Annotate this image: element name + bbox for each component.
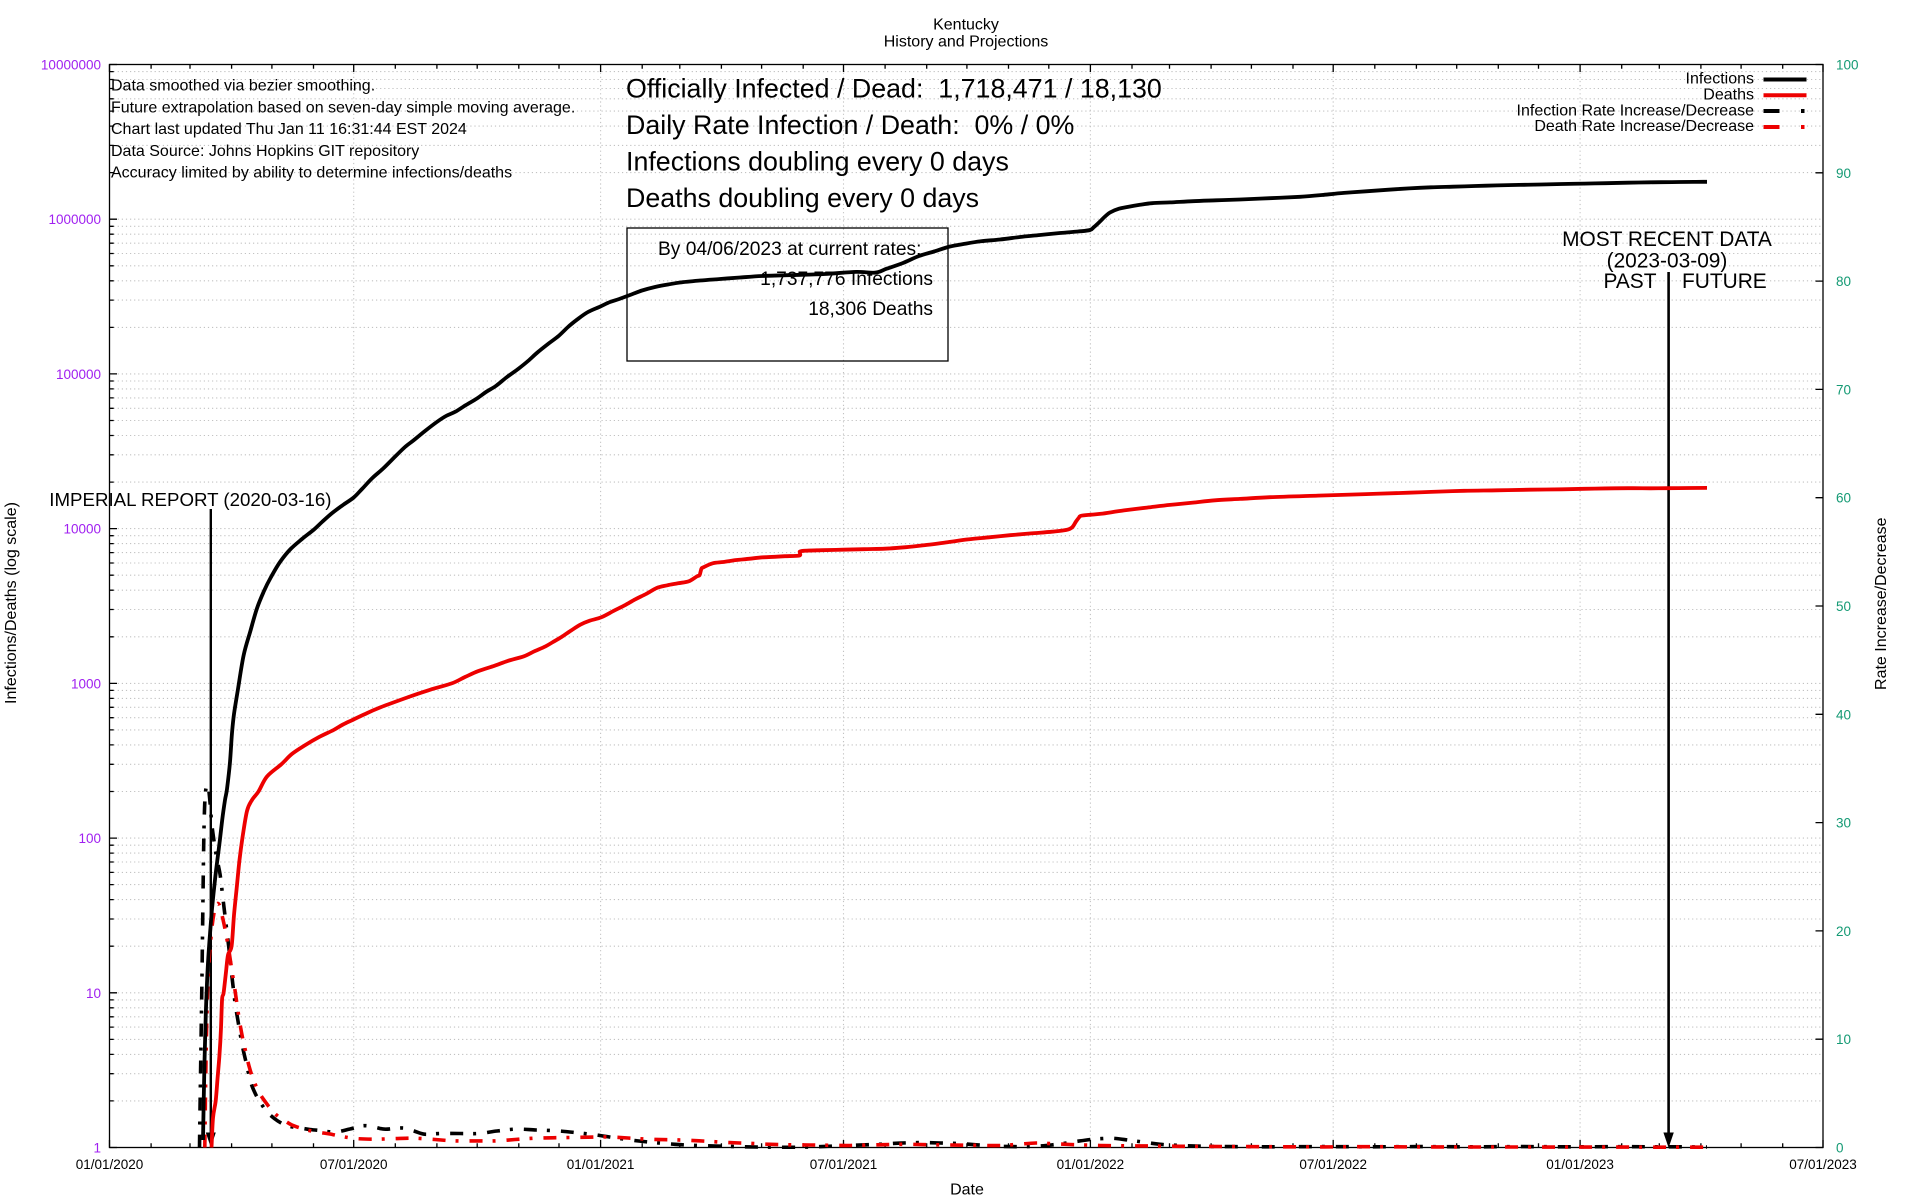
- svg-text:100: 100: [78, 831, 101, 846]
- svg-text:Date: Date: [950, 1182, 984, 1199]
- svg-text:History and Projections: History and Projections: [884, 34, 1049, 51]
- svg-text:Officially Infected / Dead: 1: Officially Infected / Dead: 1,718,471 / …: [626, 74, 1162, 104]
- svg-text:07/01/2022: 07/01/2022: [1299, 1157, 1367, 1172]
- svg-text:80: 80: [1836, 274, 1851, 289]
- svg-text:FUTURE: FUTURE: [1682, 270, 1767, 293]
- svg-text:10000: 10000: [63, 522, 101, 537]
- svg-text:Accuracy limited by ability to: Accuracy limited by ability to determine…: [111, 165, 512, 182]
- svg-text:0: 0: [1836, 1141, 1844, 1156]
- svg-text:MOST RECENT DATA: MOST RECENT DATA: [1562, 228, 1772, 251]
- svg-text:Infections doubling every 0 da: Infections doubling every 0 days: [626, 146, 1009, 176]
- svg-text:50: 50: [1836, 599, 1851, 614]
- svg-text:40: 40: [1836, 707, 1851, 722]
- svg-text:1000000: 1000000: [48, 212, 101, 227]
- svg-text:(2023-03-09): (2023-03-09): [1607, 250, 1728, 273]
- svg-text:Infections: Infections: [1686, 71, 1754, 88]
- svg-text:Data smoothed via bezier smoot: Data smoothed via bezier smoothing.: [111, 78, 375, 95]
- svg-text:30: 30: [1836, 816, 1851, 831]
- svg-text:Future extrapolation based on: Future extrapolation based on seven-day …: [111, 99, 575, 116]
- svg-text:10000000: 10000000: [41, 58, 101, 73]
- svg-text:70: 70: [1836, 382, 1851, 397]
- svg-text:20: 20: [1836, 924, 1851, 939]
- svg-text:PAST: PAST: [1603, 270, 1656, 293]
- svg-text:01/01/2022: 01/01/2022: [1057, 1157, 1125, 1172]
- svg-text:Data Source: Johns Hopkins GIT: Data Source: Johns Hopkins GIT repositor…: [111, 143, 419, 160]
- svg-text:Daily Rate Infection / Death:: Daily Rate Infection / Death: 0% / 0%: [626, 110, 1074, 140]
- svg-text:100: 100: [1836, 58, 1859, 73]
- svg-text:07/01/2023: 07/01/2023: [1789, 1157, 1857, 1172]
- svg-text:Rate Increase/Decrease: Rate Increase/Decrease: [1873, 517, 1890, 690]
- svg-text:1000: 1000: [71, 676, 101, 691]
- svg-text:01/01/2021: 01/01/2021: [567, 1157, 635, 1172]
- svg-text:1: 1: [93, 1141, 101, 1156]
- svg-text:Deaths: Deaths: [1703, 86, 1754, 103]
- svg-text:18,306 Deaths: 18,306 Deaths: [808, 299, 933, 320]
- svg-text:Deaths doubling every 0 days: Deaths doubling every 0 days: [626, 183, 979, 213]
- svg-text:Chart last updated Thu Jan 11: Chart last updated Thu Jan 11 16:31:44 E…: [111, 121, 467, 138]
- svg-text:Infections/Deaths (log scale): Infections/Deaths (log scale): [3, 502, 20, 704]
- svg-text:90: 90: [1836, 166, 1851, 181]
- svg-text:IMPERIAL REPORT (2020-03-16): IMPERIAL REPORT (2020-03-16): [49, 489, 331, 510]
- svg-text:60: 60: [1836, 491, 1851, 506]
- svg-text:Death Rate Increase/Decrease: Death Rate Increase/Decrease: [1534, 118, 1754, 135]
- svg-text:01/01/2020: 01/01/2020: [76, 1157, 144, 1172]
- svg-text:01/01/2023: 01/01/2023: [1546, 1157, 1614, 1172]
- svg-text:100000: 100000: [56, 367, 101, 382]
- svg-text:10: 10: [86, 986, 101, 1001]
- svg-text:10: 10: [1836, 1032, 1851, 1047]
- svg-text:By 04/06/2023 at current rates: By 04/06/2023 at current rates:: [658, 239, 921, 260]
- svg-text:Infection Rate Increase/Decrea: Infection Rate Increase/Decrease: [1517, 102, 1755, 119]
- svg-text:07/01/2021: 07/01/2021: [810, 1157, 878, 1172]
- svg-text:07/01/2020: 07/01/2020: [320, 1157, 388, 1172]
- svg-text:Kentucky: Kentucky: [933, 17, 999, 34]
